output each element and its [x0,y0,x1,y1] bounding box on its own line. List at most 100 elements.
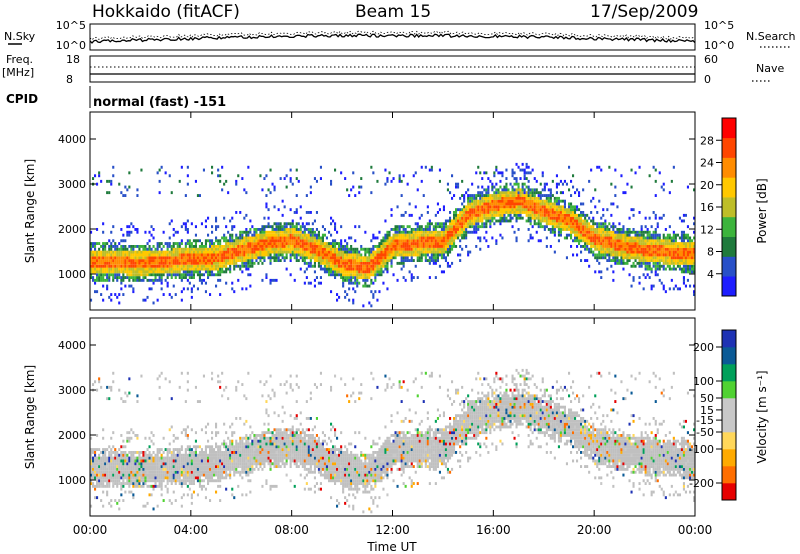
power-cell [323,233,326,237]
power-cell [229,259,232,262]
power-cell [352,171,355,175]
power-cell [517,191,520,195]
velocity-cell [150,439,153,443]
power-cell [652,245,655,248]
power-cell [646,239,649,243]
power-cell [382,250,385,254]
power-cell [358,270,361,274]
power-cell [598,228,601,231]
power-cell [321,267,324,271]
power-cell [622,245,625,248]
power-cell [515,208,518,212]
power-cell [461,216,464,220]
power-cell [128,245,131,248]
velocity-cell [130,467,133,471]
power-cell [644,267,647,271]
power-cell [362,304,365,308]
power-cell [196,194,199,197]
power-cell [602,239,605,243]
power-cell [618,236,621,240]
power-cell [136,273,139,277]
velocity-cell [140,462,143,466]
power-cell [410,236,413,240]
power-cell [350,281,353,285]
power-cell [485,219,488,223]
power-cell [309,185,312,189]
power-cell [301,230,304,234]
power-cell [382,236,385,240]
power-cell [364,273,367,277]
power-cell [154,273,157,277]
power-cell [418,259,421,262]
power-cell [273,185,276,189]
power-cell [118,253,121,257]
power-cell [422,250,425,254]
power-cell [104,273,107,277]
power-cell [481,216,484,220]
power-cell [547,219,550,223]
power-cell [503,202,506,206]
power-cell [231,245,234,248]
power-cell [225,270,228,274]
power-cell [154,250,157,254]
power-cell [465,236,468,240]
power-cell [338,273,341,277]
power-cell [160,256,163,260]
power-cell [398,250,401,254]
power-cell [180,261,183,265]
power-cell [654,228,657,231]
velocity-cell [130,451,133,454]
power-cell [545,211,548,214]
power-cell [235,259,238,262]
power-cell [110,242,113,245]
velocity-cell [126,462,129,466]
velocity-cell [92,451,95,454]
power-cell [630,208,633,212]
power-cell [426,242,429,245]
power-cell [158,267,161,271]
power-cell [295,245,298,248]
power-cell [319,236,322,240]
power-cell [370,264,373,268]
power-cell [204,281,207,285]
velocity-cell [90,436,93,440]
power-cell [543,225,546,229]
power-cell [676,256,679,260]
power-cell [513,213,516,217]
power-cell [521,208,524,212]
power-cell [455,182,458,186]
power-cell [362,256,365,260]
power-cell [680,261,683,265]
power-cell [551,230,554,234]
power-cell [332,245,335,248]
velocity-cell [150,431,153,435]
power-cell [610,233,613,237]
power-cell [513,171,516,175]
power-cell [209,261,212,265]
velocity-cell [112,431,115,435]
power-cell [192,276,195,279]
power-cell [233,261,236,265]
power-cell [328,264,331,268]
power-cell [90,247,93,251]
power-cell [315,228,318,231]
power-cell [503,196,506,200]
power-cell [253,236,256,240]
power-cell [666,236,669,240]
velocity-cell [118,499,121,502]
power-cell [572,174,575,178]
power-cell [610,247,613,251]
velocity-cell [136,467,139,471]
velocity-cell [130,490,133,494]
power-cell [434,259,437,262]
power-cell [517,194,520,197]
power-cell [416,233,419,237]
freq-panel [89,55,696,83]
power-cell [668,225,671,229]
velocity-cell [124,467,127,471]
power-cell [231,259,234,262]
power-cell [90,256,93,260]
power-cell [646,259,649,262]
power-cell [511,171,514,175]
power-cell [521,202,524,206]
